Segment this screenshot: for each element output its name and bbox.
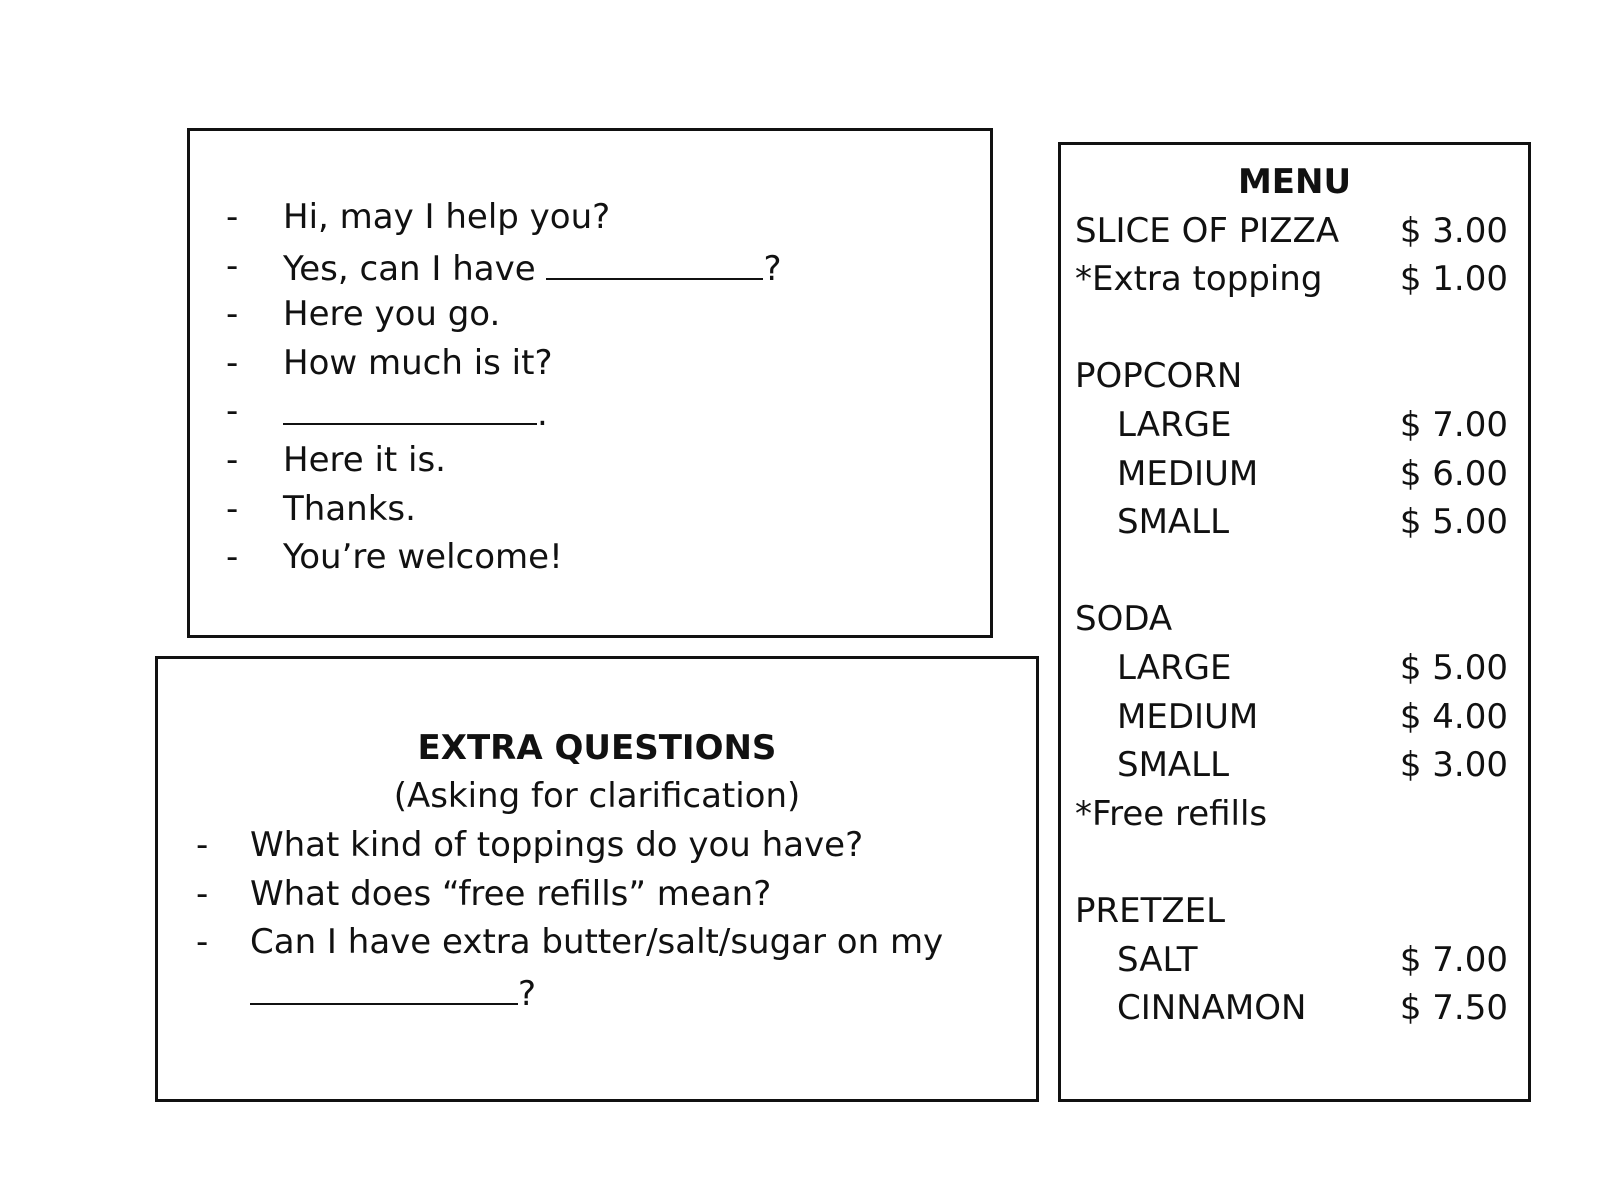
dialogue-line: - Yes, can I have ? <box>190 242 990 291</box>
menu-spacer <box>1061 547 1528 596</box>
dialogue-text: Thanks. <box>283 488 416 529</box>
dialogue-text: Yes, can I have ? <box>283 242 782 294</box>
question-text: What does “free refills” mean? <box>250 873 772 914</box>
menu-item-name: MEDIUM <box>1117 453 1259 494</box>
question-text: Can I have extra butter/salt/sugar on my <box>250 922 944 963</box>
question-line: - What does “free refills” mean? <box>158 870 1036 919</box>
menu-item-name: SODA <box>1075 599 1173 640</box>
dialogue-line: -. <box>190 387 990 436</box>
menu-item-price: $ 5.00 <box>1399 502 1508 543</box>
fill-in-blank <box>283 387 537 426</box>
menu-item-price: $ 7.00 <box>1399 405 1508 445</box>
extra-questions-title: EXTRA QUESTIONS <box>417 728 777 768</box>
question-line: - What kind of toppings do you have? <box>158 821 1036 870</box>
menu-item: POPCORN <box>1061 352 1528 401</box>
bullet-dash: - <box>226 537 239 578</box>
menu-item-name: *Extra topping <box>1075 259 1323 300</box>
bullet-dash: - <box>196 922 209 963</box>
menu-item-name: CINNAMON <box>1117 988 1307 1029</box>
menu-item: *Free refills <box>1061 790 1528 839</box>
menu-spacer <box>1061 304 1528 353</box>
dialogue-line: - Here you go. <box>190 290 990 339</box>
menu-item-name: LARGE <box>1117 405 1232 445</box>
menu-item: MEDIUM $ 6.00 <box>1061 450 1528 499</box>
dialogue-line: - Thanks. <box>190 485 990 534</box>
menu-item-price: $ 5.00 <box>1399 648 1508 688</box>
question-suffix: ? <box>518 973 537 1014</box>
menu-item-name: SMALL <box>1117 745 1230 786</box>
extra-questions-subtitle: (Asking for clarification) <box>393 776 801 816</box>
menu-item: SLICE OF PIZZA $ 3.00 <box>1061 207 1528 256</box>
menu-item: SODA <box>1061 595 1528 644</box>
fill-in-blank <box>546 242 764 280</box>
menu-item-name: PRETZEL <box>1075 891 1226 931</box>
dialogue-text: Hi, may I help you? <box>283 197 611 237</box>
menu-item-price: $ 3.00 <box>1399 210 1508 251</box>
menu-item: LARGE $ 7.00 <box>1061 401 1528 450</box>
bullet-dash: - <box>226 342 239 383</box>
menu-item: SMALL $ 5.00 <box>1061 498 1528 547</box>
dialogue-line: - You’re welcome! <box>190 533 990 582</box>
menu-item-name: MEDIUM <box>1117 696 1259 737</box>
menu-spacer <box>1061 838 1528 887</box>
dialogue-text: Here you go. <box>283 294 501 335</box>
bullet-dash: - <box>196 873 209 914</box>
menu-item-price: $ 7.50 <box>1399 988 1508 1029</box>
menu-item-price: $ 6.00 <box>1399 453 1508 494</box>
menu-item-name: SLICE OF PIZZA <box>1075 210 1340 251</box>
menu-item-price: $ 1.00 <box>1399 259 1508 300</box>
menu-item-name: POPCORN <box>1075 356 1243 397</box>
bullet-dash: - <box>226 197 239 237</box>
menu-item-name: *Free refills <box>1075 793 1268 834</box>
question-continuation: ? <box>250 967 536 1016</box>
menu-item: MEDIUM $ 4.00 <box>1061 693 1528 742</box>
menu-item: SMALL $ 3.00 <box>1061 741 1528 790</box>
menu-item: PRETZEL <box>1061 887 1528 936</box>
menu-item-name: SMALL <box>1117 502 1230 543</box>
dialogue-line: - Here it is. <box>190 436 990 485</box>
question-text: What kind of toppings do you have? <box>250 825 864 865</box>
bullet-dash: - <box>226 245 239 286</box>
menu-item-name: LARGE <box>1117 648 1232 688</box>
bullet-dash: - <box>226 294 239 335</box>
bullet-dash: - <box>196 825 209 865</box>
menu-item: LARGE $ 5.00 <box>1061 644 1528 693</box>
menu-title: MENU <box>1237 162 1352 202</box>
dialogue-line: - Hi, may I help you? <box>190 193 990 242</box>
menu-item: CINNAMON $ 7.50 <box>1061 984 1528 1033</box>
extra-questions-box: EXTRA QUESTIONS (Asking for clarificatio… <box>155 656 1039 1102</box>
dialogue-text: How much is it? <box>283 342 553 383</box>
dialogue-text-before: Yes, can I have <box>283 248 547 289</box>
menu-item: *Extra topping $ 1.00 <box>1061 255 1528 304</box>
fill-in-blank <box>250 967 518 1005</box>
bullet-dash: - <box>226 488 239 529</box>
bullet-dash: - <box>226 440 239 480</box>
menu-item-price: $ 7.00 <box>1399 939 1508 980</box>
dialogue-text: You’re welcome! <box>283 537 563 578</box>
dialogue-text: Here it is. <box>283 440 446 480</box>
dialogue-box: - Hi, may I help you? - Yes, can I have ? - H… <box>187 128 993 638</box>
menu-box: MENU SLICE OF PIZZA $ 3.00 *Extra topping $… <box>1058 142 1531 1102</box>
bullet-dash: - <box>226 391 239 432</box>
menu-item-price: $ 3.00 <box>1399 745 1508 786</box>
menu-item-name: SALT <box>1117 939 1198 980</box>
dialogue-text: . <box>283 387 548 439</box>
menu-item: SALT $ 7.00 <box>1061 936 1528 985</box>
question-line: - Can I have extra butter/salt/sugar on m… <box>158 918 1036 967</box>
dialogue-text-after: . <box>537 394 548 435</box>
dialogue-line: - How much is it? <box>190 339 990 388</box>
menu-item-price: $ 4.00 <box>1399 696 1508 737</box>
dialogue-text-after: ? <box>763 248 782 289</box>
